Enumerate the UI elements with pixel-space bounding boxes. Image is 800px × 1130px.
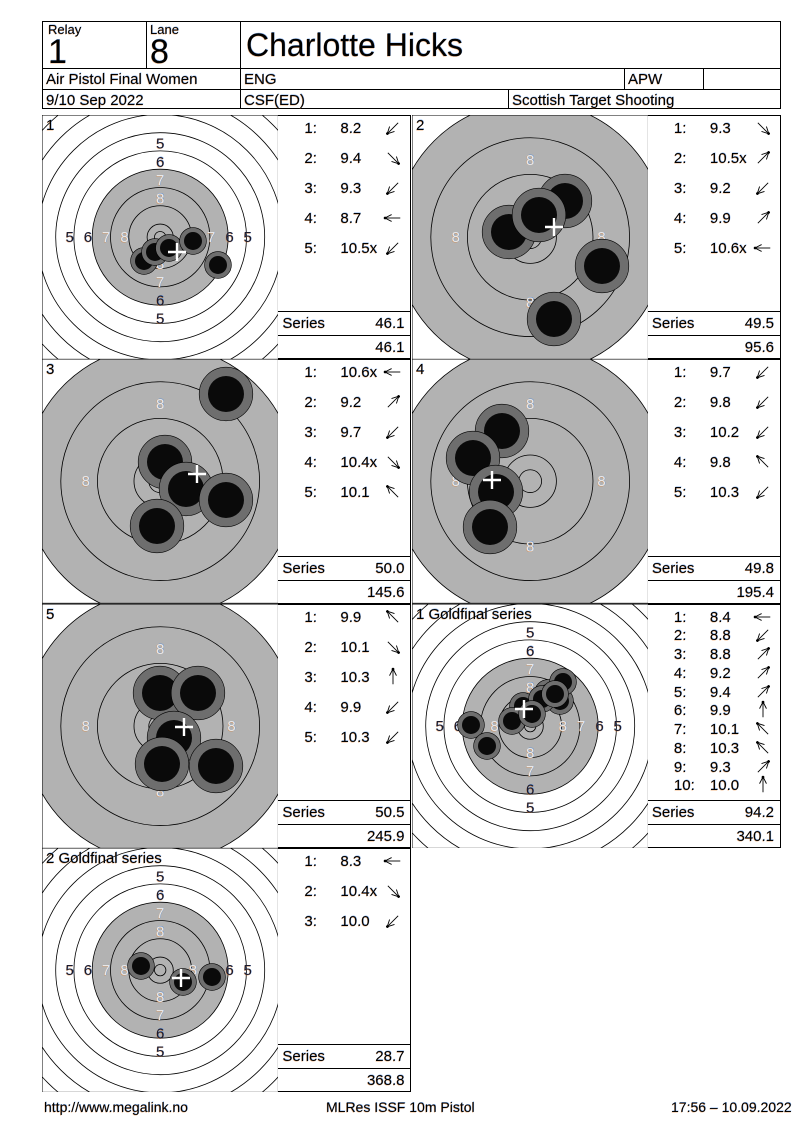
svg-text:8: 8 <box>120 229 128 246</box>
svg-text:5: 5 <box>66 962 74 979</box>
svg-text:8: 8 <box>558 718 566 735</box>
svg-text:5: 5 <box>526 799 534 816</box>
svg-text:8: 8 <box>156 989 164 1006</box>
svg-text:5: 5 <box>156 869 164 886</box>
svg-text:7: 7 <box>577 718 585 735</box>
svg-text:8: 8 <box>227 718 235 735</box>
svg-text:2: 2 <box>415 117 423 134</box>
svg-text:8: 8 <box>156 640 164 657</box>
svg-text:7: 7 <box>102 229 110 246</box>
svg-text:5: 5 <box>156 311 164 328</box>
svg-text:6: 6 <box>156 1026 164 1043</box>
svg-text:8: 8 <box>156 924 164 941</box>
svg-text:5: 5 <box>526 624 534 641</box>
svg-text:8: 8 <box>526 396 534 413</box>
svg-text:6: 6 <box>84 229 92 246</box>
svg-text:7: 7 <box>156 1007 164 1024</box>
svg-text:6: 6 <box>156 292 164 309</box>
svg-text:7: 7 <box>207 229 215 246</box>
svg-text:6: 6 <box>156 154 164 171</box>
svg-text:3: 3 <box>46 361 54 378</box>
svg-text:7: 7 <box>102 962 110 979</box>
svg-text:2 Goldfinal series: 2 Goldfinal series <box>46 850 162 867</box>
svg-text:8: 8 <box>451 229 459 246</box>
svg-text:8: 8 <box>490 718 498 735</box>
svg-text:5: 5 <box>435 718 443 735</box>
svg-text:7: 7 <box>526 763 534 780</box>
svg-text:1: 1 <box>46 117 54 134</box>
svg-text:1 Goldfinal series: 1 Goldfinal series <box>415 606 531 623</box>
svg-text:8: 8 <box>156 396 164 413</box>
svg-text:6: 6 <box>526 781 534 798</box>
svg-text:6: 6 <box>595 718 603 735</box>
svg-text:8: 8 <box>526 539 534 556</box>
svg-text:5: 5 <box>613 718 621 735</box>
svg-text:5: 5 <box>66 229 74 246</box>
svg-text:7: 7 <box>156 905 164 922</box>
svg-text:7: 7 <box>156 172 164 189</box>
svg-text:8: 8 <box>156 190 164 207</box>
svg-text:5: 5 <box>46 606 54 623</box>
svg-text:6: 6 <box>156 887 164 904</box>
svg-text:6: 6 <box>225 229 233 246</box>
svg-text:8: 8 <box>526 745 534 762</box>
svg-text:5: 5 <box>156 136 164 153</box>
svg-text:6: 6 <box>84 962 92 979</box>
svg-text:7: 7 <box>526 661 534 678</box>
svg-text:6: 6 <box>526 643 534 660</box>
svg-text:5: 5 <box>156 1044 164 1061</box>
svg-text:8: 8 <box>597 474 605 491</box>
svg-text:8: 8 <box>82 474 90 491</box>
svg-text:5: 5 <box>244 962 252 979</box>
svg-text:6: 6 <box>225 962 233 979</box>
svg-text:5: 5 <box>244 229 252 246</box>
svg-text:8: 8 <box>82 718 90 735</box>
svg-text:8: 8 <box>526 152 534 169</box>
svg-text:4: 4 <box>415 361 423 378</box>
svg-text:7: 7 <box>156 274 164 291</box>
